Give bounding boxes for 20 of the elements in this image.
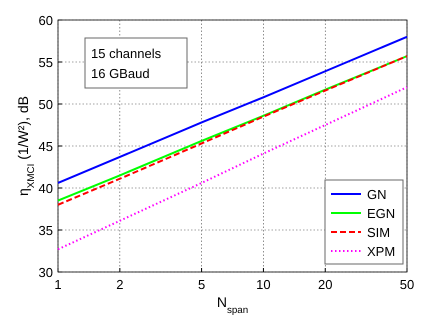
y-tick-label: 40 — [38, 181, 53, 196]
y-tick-label: 50 — [38, 97, 53, 112]
x-tick-label: 5 — [198, 277, 206, 292]
annotation: 16 GBaud — [91, 66, 150, 81]
y-tick-label: 30 — [38, 265, 53, 280]
x-tick-label: 2 — [116, 277, 124, 292]
legend-label: XPM — [367, 244, 396, 259]
legend-label: SIM — [367, 225, 390, 240]
x-tick-label: 10 — [256, 277, 271, 292]
x-axis-title: N$_{span}$ — [216, 294, 248, 316]
x-tick-label: 20 — [318, 277, 332, 292]
annotation: 15 channels — [91, 46, 162, 61]
y-tick-label: 60 — [38, 13, 53, 28]
legend-label: GN — [367, 187, 386, 202]
y-tick-label: 35 — [38, 223, 53, 238]
x-tick-label: 1 — [54, 277, 62, 292]
y-tick-label: 55 — [38, 55, 53, 70]
x-tick-label: 50 — [400, 277, 414, 292]
legend-label: EGN — [367, 206, 396, 221]
y-tick-label: 45 — [38, 139, 53, 154]
